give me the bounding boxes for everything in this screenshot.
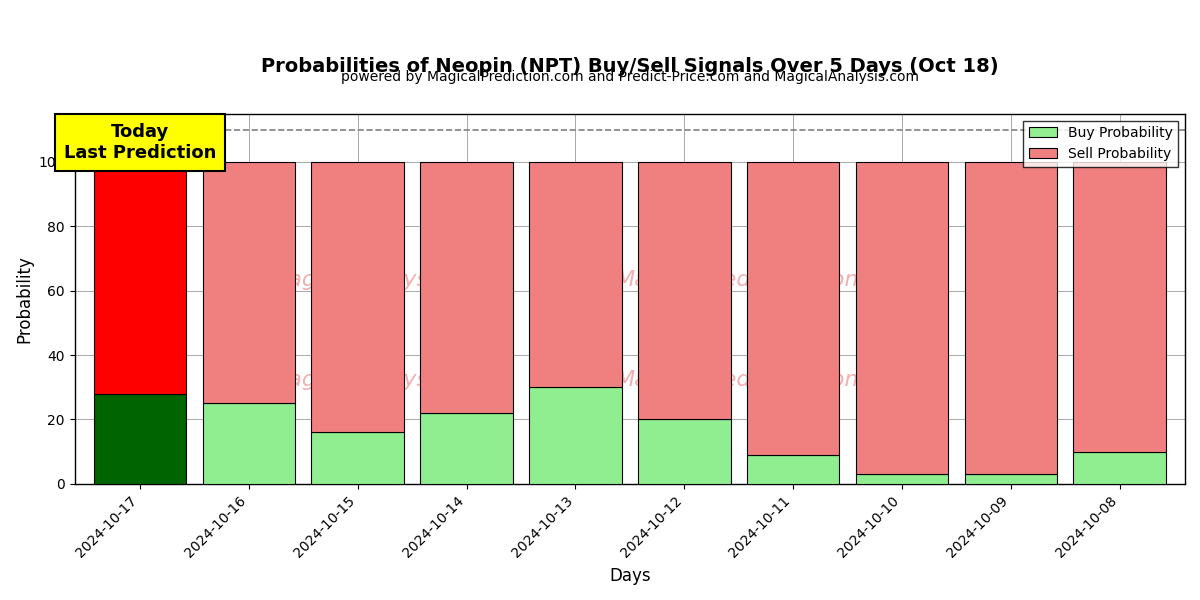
Bar bbox=[312, 432, 404, 484]
Bar bbox=[203, 162, 295, 403]
Bar bbox=[94, 162, 186, 394]
Legend: Buy Probability, Sell Probability: Buy Probability, Sell Probability bbox=[1024, 121, 1178, 167]
Text: MagicalPrediction.com: MagicalPrediction.com bbox=[616, 270, 866, 290]
Bar bbox=[420, 413, 512, 484]
Bar bbox=[965, 162, 1057, 474]
Bar bbox=[312, 162, 404, 432]
Bar bbox=[1074, 162, 1166, 452]
Bar bbox=[638, 419, 731, 484]
Bar bbox=[638, 162, 731, 419]
Bar bbox=[203, 403, 295, 484]
Bar bbox=[965, 474, 1057, 484]
Bar bbox=[1074, 452, 1166, 484]
Bar bbox=[420, 162, 512, 413]
Y-axis label: Probability: Probability bbox=[16, 255, 34, 343]
Text: MagicalAnalysis.com: MagicalAnalysis.com bbox=[270, 370, 502, 390]
Text: Today
Last Prediction: Today Last Prediction bbox=[64, 124, 216, 162]
Bar bbox=[94, 394, 186, 484]
Bar bbox=[529, 387, 622, 484]
Bar bbox=[856, 162, 948, 474]
Bar bbox=[856, 474, 948, 484]
Bar bbox=[746, 455, 839, 484]
Bar bbox=[529, 162, 622, 387]
Bar bbox=[746, 162, 839, 455]
Text: MagicalAnalysis.com: MagicalAnalysis.com bbox=[270, 270, 502, 290]
Title: Probabilities of Neopin (NPT) Buy/Sell Signals Over 5 Days (Oct 18): Probabilities of Neopin (NPT) Buy/Sell S… bbox=[262, 57, 998, 76]
X-axis label: Days: Days bbox=[610, 567, 650, 585]
Text: MagicalPrediction.com: MagicalPrediction.com bbox=[616, 370, 866, 390]
Text: powered by MagicalPrediction.com and Predict-Price.com and MagicalAnalysis.com: powered by MagicalPrediction.com and Pre… bbox=[341, 70, 919, 84]
